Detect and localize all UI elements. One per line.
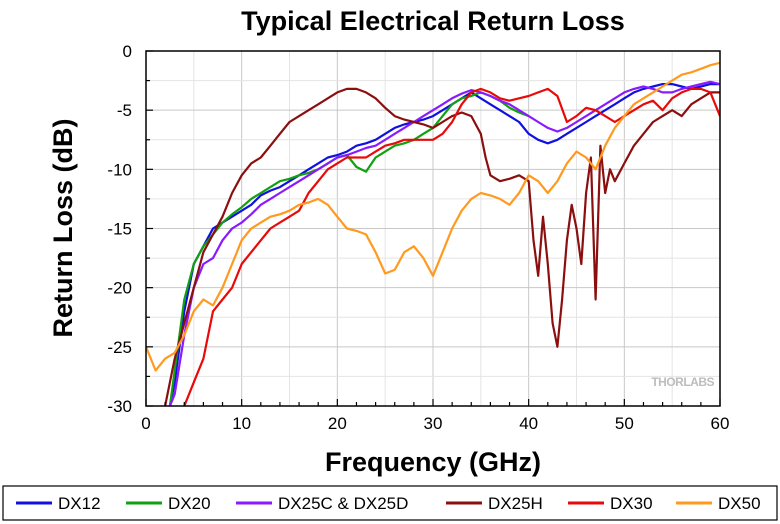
x-tick-label: 0: [141, 414, 150, 433]
y-tick-label: -10: [107, 160, 132, 179]
x-tick-label: 20: [328, 414, 347, 433]
legend-label: DX30: [610, 494, 653, 513]
x-tick-label: 60: [711, 414, 730, 433]
y-tick-label: -20: [107, 279, 132, 298]
x-axis-label: Frequency (GHz): [325, 447, 541, 477]
legend: DX12 DX20 DX25C & DX25D DX25H DX30 DX50: [3, 486, 777, 520]
y-tick-label: -15: [107, 220, 132, 239]
x-tick-label: 10: [232, 414, 251, 433]
legend-label: DX50: [718, 494, 761, 513]
y-tick-label: -25: [107, 338, 132, 357]
legend-label: DX25C & DX25D: [278, 494, 408, 513]
y-axis-label: Return Loss (dB): [48, 119, 78, 338]
y-tick-label: -5: [117, 101, 132, 120]
legend-label: DX20: [168, 494, 211, 513]
legend-label: DX25H: [488, 494, 543, 513]
y-tick-label: -30: [107, 397, 132, 416]
chart-title: Typical Electrical Return Loss: [241, 6, 625, 36]
thorlabs-watermark: THORLABS: [651, 375, 714, 389]
x-tick-label: 40: [519, 414, 538, 433]
legend-label: DX12: [58, 494, 101, 513]
x-tick-label: 30: [424, 414, 443, 433]
y-tick-label: 0: [123, 42, 132, 61]
x-tick-label: 50: [615, 414, 634, 433]
